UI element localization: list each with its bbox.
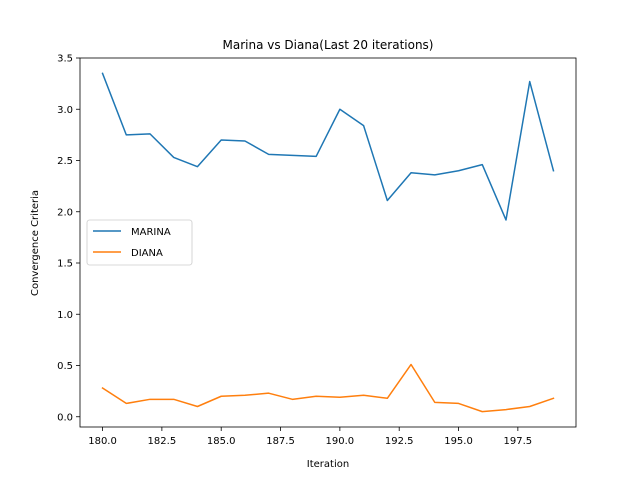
legend-label-marina: MARINA (131, 227, 171, 238)
y-tick-label: 3.5 (57, 54, 73, 65)
legend: MARINA DIANA (86, 219, 193, 266)
x-tick-label: 195.0 (444, 436, 473, 447)
y-tick-label: 0.0 (57, 412, 73, 423)
y-tick-label: 3.0 (57, 105, 73, 116)
legend-label-diana: DIANA (131, 248, 163, 259)
x-tick-label: 192.5 (385, 436, 414, 447)
chart-title: Marina vs Diana(Last 20 iterations) (222, 38, 433, 52)
y-tick-label: 1.0 (57, 310, 73, 321)
x-tick-label: 182.5 (148, 436, 177, 447)
axes-frame (79, 57, 577, 428)
x-axis-label: Iteration (307, 459, 349, 470)
y-tick-label: 2.0 (57, 207, 73, 218)
x-tick-label: 180.0 (88, 436, 117, 447)
x-tick-label: 197.5 (504, 436, 533, 447)
y-tick-label: 1.5 (57, 259, 73, 270)
x-tick-label: 185.0 (207, 436, 236, 447)
y-tick-label: 2.5 (57, 156, 73, 167)
x-tick-label: 190.0 (326, 436, 355, 447)
y-tick-label: 0.5 (57, 361, 73, 372)
series-line-marina (101, 72, 555, 221)
plot-area: 180.0 182.5 185.0 187.5 190.0 192.5 195.0 197.5… (57, 54, 577, 447)
y-axis-label: Convergence Criteria (30, 190, 41, 296)
x-tick-label: 187.5 (266, 436, 295, 447)
series-line-diana (101, 363, 555, 413)
